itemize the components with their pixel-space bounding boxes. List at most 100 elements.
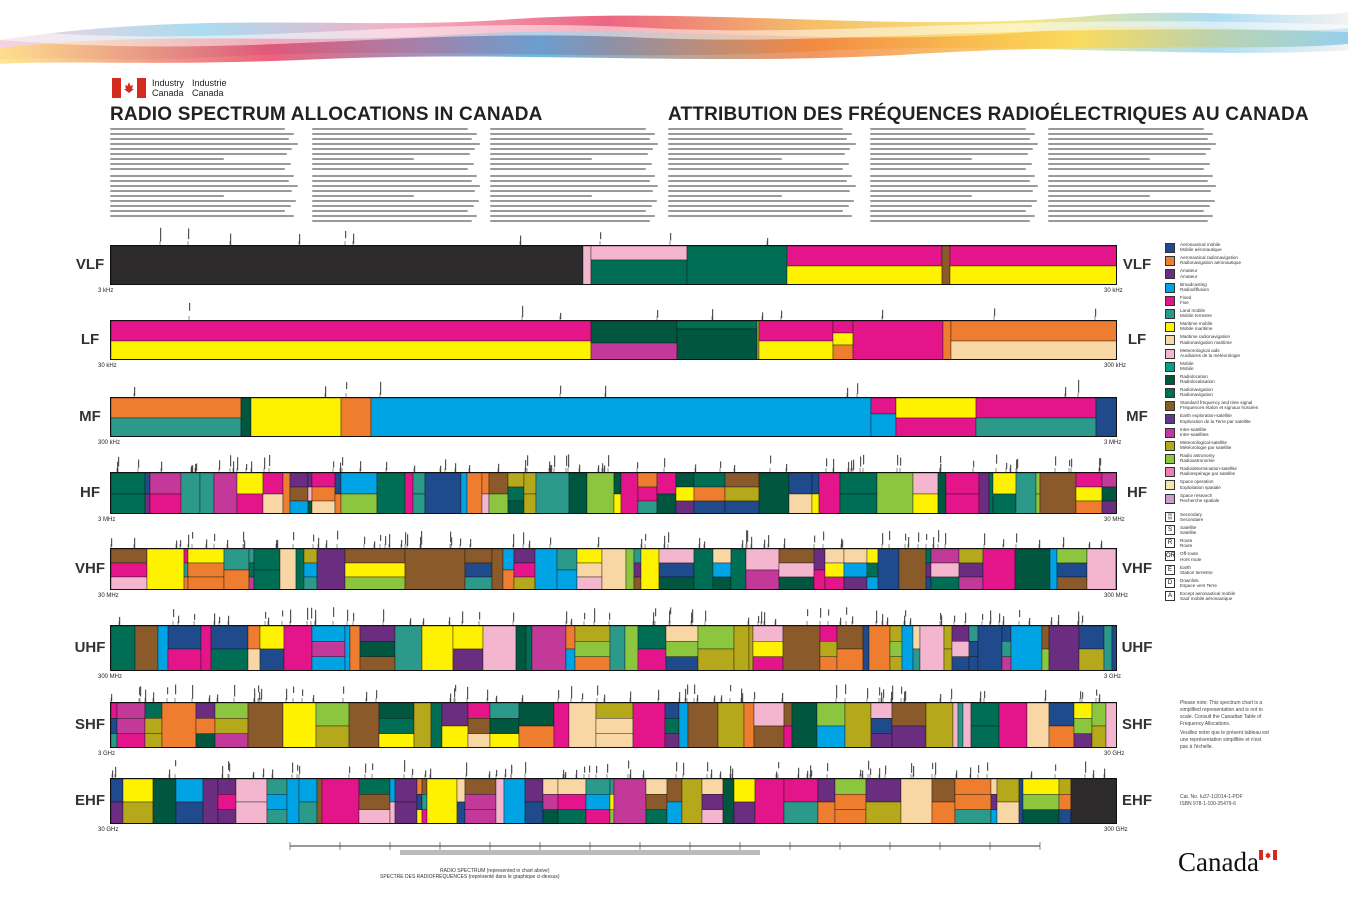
band-annotations-mf — [110, 373, 1117, 397]
legend-swatch — [1165, 467, 1175, 478]
legend-label: Maritime mobile Mobile maritime — [1180, 321, 1213, 332]
legend-symbol-label: Except aeronautical mobile Sauf mobile a… — [1180, 590, 1236, 602]
legend-symbol-item: E Earth Station terrestre — [1165, 564, 1285, 578]
band-strip-shf — [110, 702, 1117, 748]
legend-symbol-item: OR Off-route Hors route — [1165, 551, 1285, 564]
band-label-right-uhf: UHF — [1121, 639, 1153, 656]
band-annotations-ehf — [110, 754, 1117, 778]
legend-label: Radiolocation Radiolocalisation — [1180, 373, 1215, 385]
band-label-right-mf: MF — [1126, 408, 1148, 425]
legend-swatch — [1165, 414, 1175, 425]
legend-swatch — [1165, 308, 1175, 319]
legend-swatch — [1165, 282, 1175, 293]
band-strip-mf — [110, 397, 1117, 437]
band-annotations-vhf — [110, 524, 1117, 548]
intro-text-col2 — [312, 128, 482, 224]
legend-item: Land mobile Mobile terrestre — [1165, 308, 1285, 321]
legend-symbol: D — [1165, 577, 1175, 588]
scale-caption-en: RADIO SPECTRUM (represented in chart abo… — [440, 868, 550, 874]
band-start-freq: 3 MHz — [98, 517, 116, 523]
legend-label: Standard frequency and time signal Fréqu… — [1180, 400, 1259, 411]
legend-symbol: R — [1165, 538, 1175, 549]
band-start-freq: 300 kHz — [98, 440, 121, 446]
dept-name-fr: Industrie Canada — [192, 78, 227, 98]
legend-item: Broadcasting Radiodiffusion — [1165, 282, 1285, 295]
band-label-mf: MF — [79, 408, 101, 425]
legend-item: Fixed Fixe — [1165, 295, 1285, 308]
band-annotations-uhf — [110, 601, 1117, 625]
legend-symbol-item: R Route Route — [1165, 538, 1285, 551]
legend-swatch — [1165, 348, 1175, 359]
legend-item: Standard frequency and time signal Fréqu… — [1165, 400, 1285, 413]
legend-swatch — [1165, 295, 1175, 306]
legend-swatch — [1165, 335, 1175, 346]
legend-label: Radio astronomy Radioastronomie — [1180, 453, 1215, 464]
legend-swatch — [1165, 269, 1175, 280]
band-label-vhf: VHF — [75, 560, 105, 577]
department-signature: Industry Canada Industrie Canada — [112, 78, 227, 98]
legend-symbol: ▒ — [1165, 511, 1175, 522]
legend-symbol-label: Earth Station terrestre — [1180, 564, 1213, 575]
band-end-freq: 300 kHz — [1104, 363, 1127, 369]
legend-swatch — [1165, 440, 1175, 451]
band-label-lf: LF — [80, 331, 100, 348]
intro-text-col3 — [490, 128, 660, 224]
band-label-uhf: UHF — [74, 639, 106, 656]
legend-symbol-label: Satellite Satellite — [1180, 524, 1197, 536]
legend-label: Mobile Mobile — [1180, 360, 1194, 371]
band-label-shf: SHF — [75, 716, 105, 733]
band-label-hf: HF — [80, 484, 100, 501]
note-en: Please note: This spectrum chart is a si… — [1180, 700, 1263, 727]
legend-label: Inter-satellite Inter-satellites — [1180, 426, 1209, 437]
legend-item: Maritime radionavigation Radionavigation… — [1165, 334, 1285, 347]
legend-swatch — [1165, 493, 1175, 504]
legend-symbol: E — [1165, 564, 1175, 575]
band-label-ehf: EHF — [75, 792, 105, 809]
legend-symbol: A — [1165, 590, 1175, 601]
legend-item: Radionavigation Radionavigation — [1165, 387, 1285, 400]
intro-text-col4 — [668, 128, 858, 224]
legend-symbol-item: D Downlink Espace vers Terre — [1165, 577, 1285, 591]
page-title-en: RADIO SPECTRUM ALLOCATIONS IN CANADA — [110, 104, 543, 125]
band-start-freq: 30 MHz — [98, 593, 119, 599]
legend-item: Meteorological-satellite Météorologie pa… — [1165, 440, 1285, 453]
legend-item: Aeronautical radionavigation Radionaviga… — [1165, 255, 1285, 268]
intro-text-col5 — [870, 128, 1040, 224]
legend-label: Amateur Amateur — [1180, 268, 1198, 279]
band-start-freq: 30 GHz — [98, 827, 119, 833]
band-strip-ehf — [110, 778, 1117, 824]
band-start-freq: 30 kHz — [98, 363, 117, 369]
band-strip-uhf — [110, 625, 1117, 671]
dept-name-en: Industry Canada — [152, 78, 185, 98]
legend-item: Space operation Exploitation spatiale — [1165, 479, 1285, 492]
header-banner — [0, 0, 1348, 72]
band-label-right-shf: SHF — [1122, 716, 1152, 733]
band-start-freq: 3 kHz — [98, 288, 114, 294]
legend-label: Maritime radionavigation Radionavigation… — [1180, 334, 1232, 345]
band-end-freq: 30 GHz — [1104, 751, 1125, 757]
scale-caption-fr: SPECTRE DES RADIOFRÉQUENCES (représenté … — [380, 873, 560, 880]
band-end-freq: 300 MHz — [1104, 593, 1129, 599]
band-annotations-hf — [110, 448, 1117, 472]
intro-text-col1 — [110, 128, 300, 224]
band-end-freq: 300 GHz — [1104, 827, 1128, 833]
legend-symbol: OR — [1165, 551, 1175, 562]
legend-swatch — [1165, 388, 1175, 399]
band-strip-lf — [110, 320, 1117, 360]
legend: Aeronautical mobile Mobile aéronautique A… — [1165, 242, 1285, 604]
band-label-right-vlf: VLF — [1122, 256, 1152, 273]
band-annotations-lf — [110, 296, 1117, 320]
band-start-freq: 3 GHz — [98, 751, 116, 757]
canada-wordmark: Canada — [1178, 847, 1259, 877]
legend-label: Fixed Fixe — [1180, 294, 1192, 305]
band-end-freq: 30 kHz — [1104, 288, 1123, 294]
legend-label: Aeronautical mobile Mobile aéronautique — [1180, 242, 1222, 253]
legend-label: Radiodetermination-satellite Radiorepéra… — [1180, 466, 1237, 477]
legend-item: Earth exploration-satellite Exploration … — [1165, 413, 1285, 426]
legend-symbol-item: ▒ Secondary Secondaire — [1165, 511, 1285, 525]
legend-swatch — [1165, 374, 1175, 385]
band-start-freq: 300 MHz — [98, 674, 123, 680]
legend-swatch — [1165, 361, 1175, 372]
legend-item: Amateur Amateur — [1165, 268, 1285, 281]
band-annotations-shf — [110, 678, 1117, 702]
